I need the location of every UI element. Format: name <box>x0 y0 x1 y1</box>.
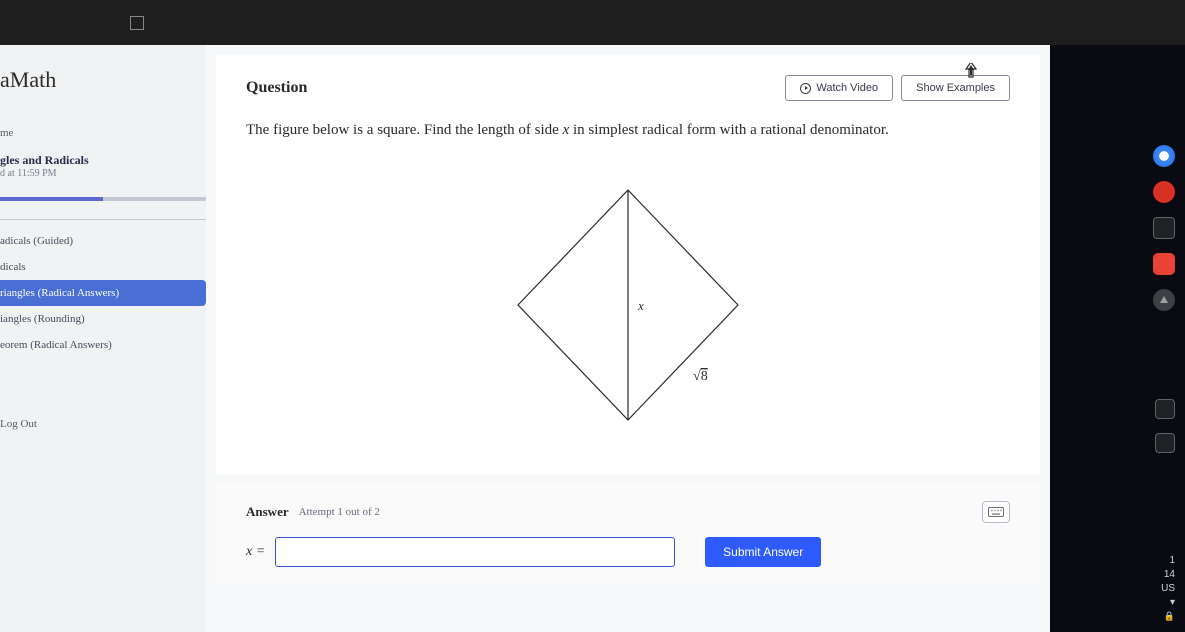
answer-input[interactable] <box>275 537 675 567</box>
question-card: Question Watch Video Show Examples The f… <box>216 55 1040 475</box>
os-icon-app-red[interactable] <box>1153 253 1175 275</box>
show-examples-button[interactable]: Show Examples <box>901 75 1010 101</box>
answer-header: Answer Attempt 1 out of 2 <box>246 501 1010 523</box>
os-sidebar: 1 14 US ▾ 🔒 <box>1050 45 1185 632</box>
play-icon <box>800 83 811 94</box>
status-line3: US <box>1161 583 1175 594</box>
attempt-text: Attempt 1 out of 2 <box>299 506 982 518</box>
os-icon-cast[interactable] <box>1155 433 1175 453</box>
question-header: Question Watch Video Show Examples <box>246 75 1010 101</box>
os-icon-files[interactable] <box>1153 217 1175 239</box>
diagonal-label: x <box>637 298 644 313</box>
submit-button[interactable]: Submit Answer <box>705 537 821 567</box>
os-icon-screenshot[interactable] <box>1155 399 1175 419</box>
question-text: The figure below is a square. Find the l… <box>246 119 1010 142</box>
desktop: aMath me gles and Radicals d at 11:59 PM… <box>0 0 1185 632</box>
answer-label: Answer <box>246 504 289 520</box>
cursor-icon <box>964 63 978 79</box>
main-content: Question Watch Video Show Examples The f… <box>206 45 1050 632</box>
watch-video-button[interactable]: Watch Video <box>785 75 893 101</box>
lock-icon: 🔒 <box>1164 611 1175 622</box>
sidebar-item-guided[interactable]: adicals (Guided) <box>0 228 206 254</box>
progress-bar <box>0 197 206 201</box>
brand-logo[interactable]: aMath <box>0 45 206 115</box>
answer-card: Answer Attempt 1 out of 2 x = Submit Ans… <box>216 483 1040 585</box>
app-window: aMath me gles and Radicals d at 11:59 PM… <box>0 45 1050 632</box>
tab-icon[interactable] <box>130 16 144 30</box>
question-text-after: in simplest radical form with a rational… <box>569 122 889 138</box>
watch-video-label: Watch Video <box>816 82 878 94</box>
sidebar-item-radicals[interactable]: dicals <box>0 254 206 280</box>
keyboard-button[interactable] <box>982 501 1010 523</box>
question-text-before: The figure below is a square. Find the l… <box>246 122 563 138</box>
os-icon-app-triangle[interactable] <box>1153 289 1175 311</box>
side-label: √8 <box>693 369 708 384</box>
answer-prefix: x = <box>246 544 265 560</box>
show-examples-label: Show Examples <box>916 82 995 94</box>
assignment-due: d at 11:59 PM <box>0 168 206 189</box>
wifi-icon: ▾ <box>1170 597 1175 608</box>
sidebar-item-triangles-rounding[interactable]: iangles (Rounding) <box>0 306 206 332</box>
sidebar: aMath me gles and Radicals d at 11:59 PM… <box>0 45 206 632</box>
sidebar-home[interactable]: me <box>0 115 206 143</box>
assignment-name[interactable]: gles and Radicals <box>0 153 206 168</box>
status-line1: 1 <box>1169 555 1175 566</box>
sidebar-item-theorem[interactable]: eorem (Radical Answers) <box>0 332 206 358</box>
question-label: Question <box>246 79 777 97</box>
figure-area: x √8 <box>246 150 1010 450</box>
geometry-figure: x √8 <box>498 170 758 440</box>
answer-row: x = Submit Answer <box>246 537 1010 567</box>
os-icon-assistant[interactable] <box>1153 145 1175 167</box>
os-icon-record[interactable] <box>1153 181 1175 203</box>
status-line2: 14 <box>1164 569 1175 580</box>
keyboard-icon <box>988 507 1004 517</box>
logout-link[interactable]: Log Out <box>0 418 206 430</box>
os-status[interactable]: 1 14 US ▾ 🔒 <box>1161 555 1175 622</box>
sidebar-item-triangles-radical[interactable]: riangles (Radical Answers) <box>0 280 206 306</box>
browser-tab-bar <box>0 0 1185 45</box>
progress-fill <box>0 197 103 201</box>
